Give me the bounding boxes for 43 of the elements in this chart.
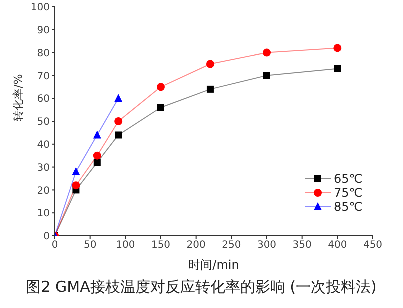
point [157, 83, 165, 92]
x-tick-label: 400 [328, 240, 348, 252]
point [206, 86, 214, 93]
y-tick-label: 90 [37, 25, 50, 36]
legend-label: 75℃ [334, 186, 363, 200]
y-tick-label: 10 [37, 208, 50, 220]
point [72, 182, 80, 190]
y-tick-label: 0 [44, 232, 50, 243]
point [264, 72, 270, 80]
y-tick-label: 50 [37, 117, 50, 128]
text: 图2 GMA接枝温度对反应转化率的影响 (一次投料法) [25, 278, 378, 297]
x-tick-label: 150 [151, 240, 171, 252]
point [93, 152, 102, 160]
x-tick-label: 0 [52, 240, 58, 252]
y-tick-label: 60 [37, 94, 50, 106]
x-tick-label: 350 [292, 240, 312, 252]
y-tick-label: 40 [37, 140, 50, 151]
x-axis-title: 时间/min [188, 258, 240, 272]
legend-label: 65℃ [334, 172, 363, 186]
y-tick-label: 80 [37, 48, 50, 60]
y-tick-label: 20 [37, 186, 50, 197]
point [334, 44, 342, 52]
x-tick-label: 300 [257, 240, 277, 252]
point [114, 94, 123, 102]
point [334, 65, 342, 72]
y-tick-label: 30 [37, 162, 50, 174]
point [206, 60, 214, 68]
y-axis-title: 转化率/% [12, 74, 25, 122]
point [263, 48, 271, 57]
x-tick-label: 200 [186, 240, 206, 252]
point [115, 132, 122, 139]
x-tick-label: 50 [84, 240, 97, 252]
x-tick-label: 450 [363, 240, 383, 252]
point [94, 159, 101, 166]
point [158, 104, 164, 112]
x-tick-label: 250 [222, 240, 242, 252]
point [114, 118, 123, 126]
point [72, 167, 80, 176]
legend-label: 85℃ [334, 200, 363, 214]
y-tick-label: 70 [37, 71, 50, 82]
point [93, 130, 102, 139]
x-tick-label: 100 [116, 240, 136, 252]
y-tick-label: 100 [30, 2, 50, 14]
